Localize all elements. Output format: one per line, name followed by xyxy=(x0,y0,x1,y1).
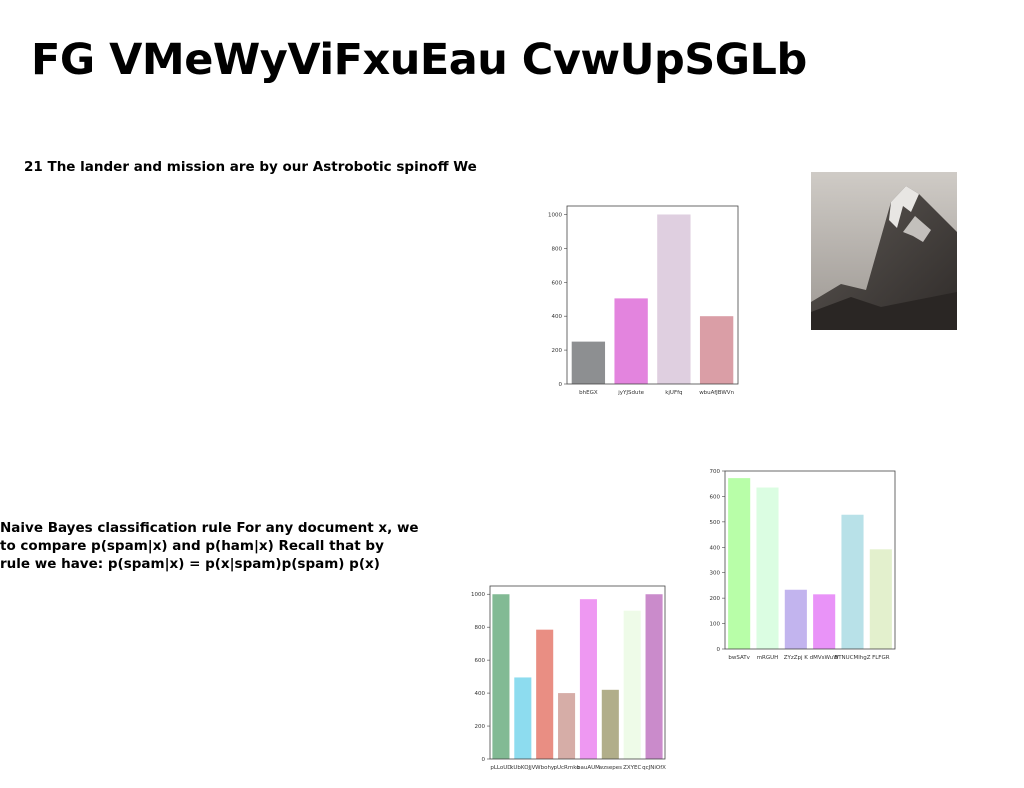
y-tick-label: 0 xyxy=(559,382,563,388)
x-tick-label: bwSATv xyxy=(728,655,750,661)
paragraph-naive-bayes: Naive Bayes classification rule For any … xyxy=(0,519,460,573)
x-tick-label: BTNUCMlhgZ xyxy=(834,655,870,661)
bar xyxy=(558,693,576,759)
y-tick-label: 0 xyxy=(482,757,486,763)
x-tick-label: bhEGX xyxy=(579,390,598,396)
y-tick-label: 600 xyxy=(710,494,721,500)
x-tick-label: kUbKOJjV xyxy=(510,765,535,771)
y-tick-label: 600 xyxy=(475,658,486,664)
bar xyxy=(699,316,734,384)
page-title: FG VMeWyViFxuEau CvwUpSGLb xyxy=(31,35,807,85)
bar xyxy=(813,594,836,649)
bar-chart-1: bhEGX jyYJSdute kjUFfq wbuAfJBWVn 0 200 400 600… xyxy=(545,203,745,399)
y-tick-label: 500 xyxy=(710,520,721,526)
x-tick-label: bauAUM xyxy=(577,765,600,771)
x-tick-label: dMVsWuW xyxy=(810,655,840,661)
plot-frame xyxy=(566,205,739,385)
bar xyxy=(536,629,554,759)
y-tick-label: 400 xyxy=(475,691,486,697)
y-tick-label: 800 xyxy=(552,246,563,252)
y-tick-label: 200 xyxy=(710,596,721,602)
y-tick-label: 100 xyxy=(710,622,721,628)
bar xyxy=(492,594,510,759)
bar xyxy=(571,341,606,384)
x-tick-label: wbuAfJBWVn xyxy=(699,390,734,396)
y-tick-label: 700 xyxy=(710,469,721,475)
x-tick-label: jyYJSdute xyxy=(617,390,644,396)
bar xyxy=(728,478,751,649)
y-tick-label: 300 xyxy=(710,571,721,577)
bar xyxy=(869,549,892,649)
bar xyxy=(841,514,864,649)
bar xyxy=(601,689,619,759)
paragraph-line: to compare p(spam|x) and p(ham|x) Recall… xyxy=(0,538,384,554)
y-tick-label: 200 xyxy=(552,348,563,354)
paragraph-astrobotic: 21 The lander and mission are by our Ast… xyxy=(24,159,477,175)
bar-chart-3: pLLoUD kUbKOJjV Wbohy pUcRmko bauAUM wzsepes Z… xyxy=(468,583,670,775)
bar xyxy=(623,610,641,759)
y-tick-label: 1000 xyxy=(471,592,485,598)
x-tick-label: qcJNiOfX xyxy=(642,765,666,771)
plot-frame xyxy=(724,470,896,650)
plot-frame xyxy=(489,585,666,760)
x-tick-label: wzsepes xyxy=(599,765,623,771)
bar xyxy=(614,298,648,384)
paragraph-line: Naive Bayes classification rule For any … xyxy=(0,520,419,536)
y-tick-label: 800 xyxy=(475,625,486,631)
x-tick-label: pLLoUD xyxy=(490,765,511,771)
x-tick-label: ZYzZpj K xyxy=(784,655,809,661)
bar xyxy=(657,214,691,384)
y-tick-label: 1000 xyxy=(548,212,562,218)
y-tick-label: 400 xyxy=(552,314,563,320)
y-tick-label: 600 xyxy=(552,280,563,286)
x-tick-label: pUcRmko xyxy=(554,765,581,771)
x-tick-label: kjUFfq xyxy=(665,390,682,396)
paragraph-line: rule we have: p(spam|x) = p(x|spam)p(spa… xyxy=(0,556,380,572)
x-tick-label: Wbohy xyxy=(535,765,555,771)
bar xyxy=(514,677,532,759)
mountain-photo-icon xyxy=(811,172,957,330)
mountain-photo xyxy=(811,172,957,330)
x-tick-label: mRGUH xyxy=(757,655,779,661)
y-tick-label: 200 xyxy=(475,724,486,730)
bar xyxy=(645,594,663,759)
bar-chart-1-svg: bhEGX jyYJSdute kjUFfq wbuAfJBWVn 0 200 400 600… xyxy=(548,205,739,396)
y-tick-label: 0 xyxy=(717,647,721,653)
x-tick-label: FLFGR xyxy=(872,655,890,661)
bar xyxy=(579,599,597,759)
bar xyxy=(784,589,807,649)
y-tick-label: 400 xyxy=(710,545,721,551)
bar xyxy=(756,487,779,649)
x-tick-label: ZXYEC xyxy=(623,765,641,771)
